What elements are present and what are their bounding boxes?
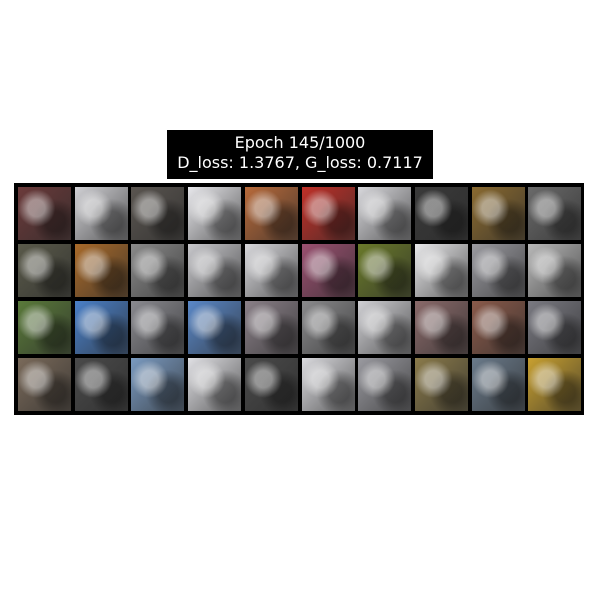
generated-image-tile (74, 187, 128, 240)
generated-image-tile (471, 187, 525, 240)
generated-image-tile (471, 357, 525, 411)
generated-image-tile (358, 187, 412, 240)
generated-image-tile (18, 300, 71, 354)
generated-image-tile (131, 243, 185, 297)
generated-image-tile (131, 187, 185, 240)
generated-image-tile (188, 357, 242, 411)
generated-image-tile (414, 187, 468, 240)
generated-image-tile (358, 243, 412, 297)
generated-image-tile (244, 243, 298, 297)
generated-image-tile (188, 243, 242, 297)
generated-image-tile (131, 357, 185, 411)
epoch-label: Epoch 145/1000 (234, 133, 366, 152)
generated-image-tile (414, 357, 468, 411)
generated-image-tile (471, 300, 525, 354)
generated-image-tile (244, 187, 298, 240)
generated-image-tile (188, 187, 242, 240)
generated-image-tile (301, 243, 355, 297)
generated-image-tile (528, 357, 582, 411)
generated-image-tile (528, 243, 582, 297)
loss-label: D_loss: 1.3767, G_loss: 0.7117 (177, 153, 423, 172)
generated-image-tile (301, 357, 355, 411)
generated-image-tile (74, 243, 128, 297)
generated-image-tile (131, 300, 185, 354)
epoch-title: Epoch 145/1000 D_loss: 1.3767, G_loss: 0… (167, 130, 433, 179)
generated-image-tile (244, 357, 298, 411)
generated-image-tile (358, 300, 412, 354)
generated-image-tile (528, 187, 582, 240)
generated-image-tile (18, 357, 71, 411)
generated-image-tile (414, 300, 468, 354)
generated-image-tile (244, 300, 298, 354)
generated-image-tile (74, 300, 128, 354)
generated-image-tile (414, 243, 468, 297)
generated-image-tile (188, 300, 242, 354)
generated-image-tile (301, 187, 355, 240)
generated-image-tile (528, 300, 582, 354)
generated-image-tile (471, 243, 525, 297)
generated-image-tile (18, 187, 71, 240)
generated-image-tile (358, 357, 412, 411)
generated-image-tile (74, 357, 128, 411)
generated-sample-grid (14, 183, 584, 415)
generated-image-tile (301, 300, 355, 354)
generated-image-tile (18, 243, 71, 297)
